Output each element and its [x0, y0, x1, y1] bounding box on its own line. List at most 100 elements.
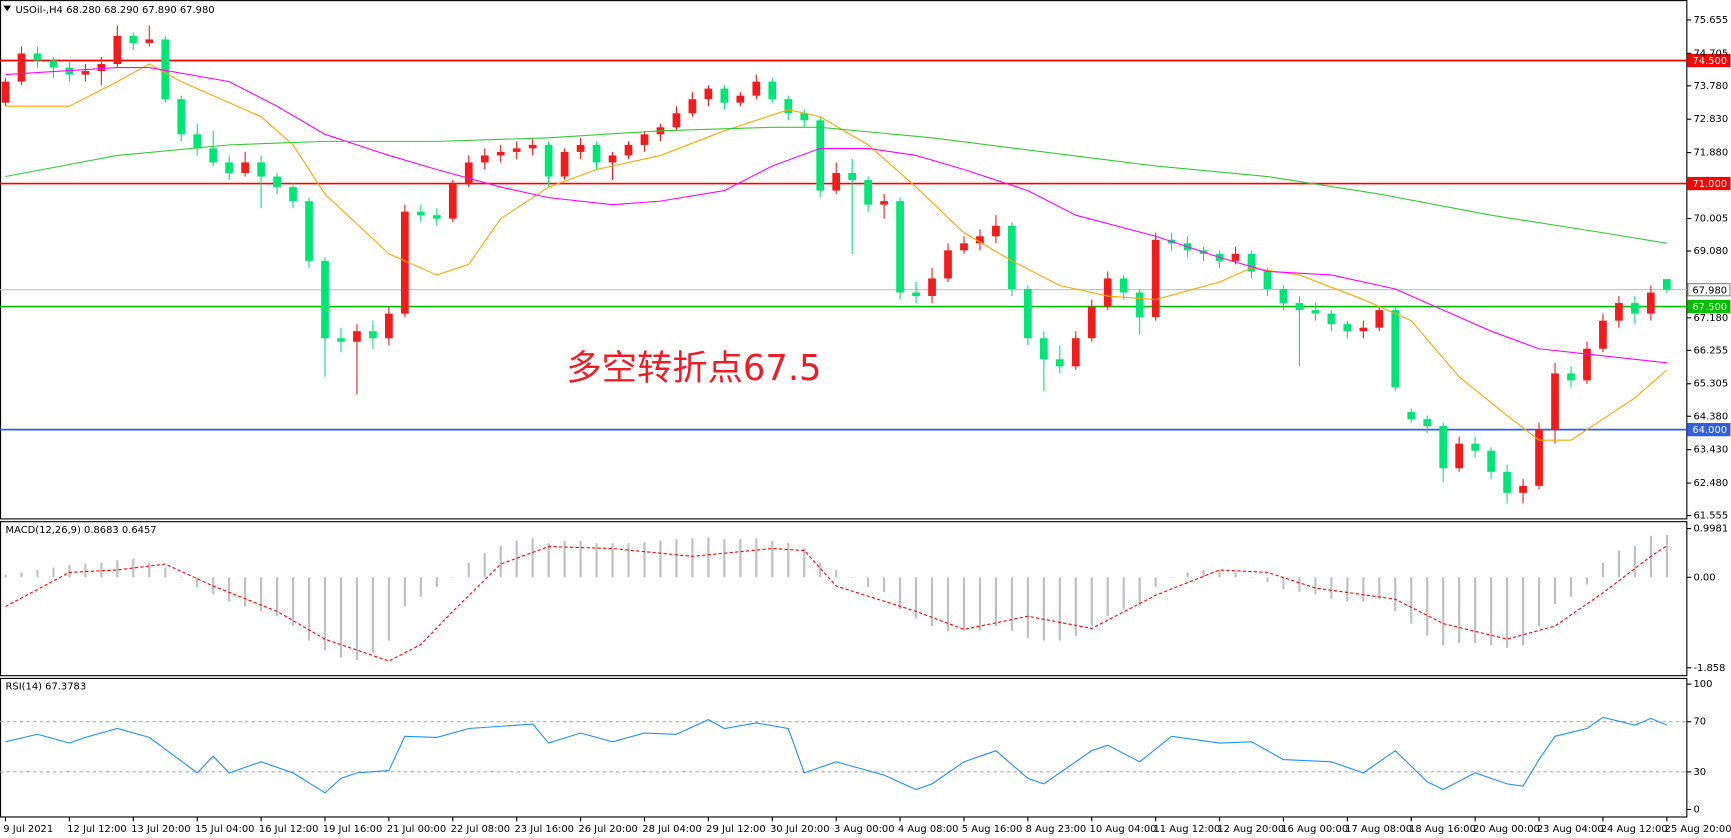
- macd-bar: [339, 577, 343, 658]
- x-tick-label: 3 Aug 00:00: [834, 824, 895, 835]
- annotation: 多空转折点67.5: [566, 348, 821, 389]
- candle-body: [401, 211, 409, 314]
- y-tick-label: 63.430: [1693, 445, 1728, 456]
- macd-bar: [260, 577, 263, 612]
- macd-bar: [1122, 577, 1125, 609]
- candle-body: [321, 260, 329, 339]
- candle-body: [145, 39, 154, 43]
- price-tag: [1687, 53, 1731, 68]
- y-tick-label: 64.380: [1693, 411, 1728, 422]
- candle-body: [880, 201, 888, 205]
- macd-bar: [371, 577, 375, 653]
- candle-body: [976, 236, 984, 244]
- candle-body: [1327, 313, 1336, 325]
- x-tick-label: 16 Jul 12:00: [259, 824, 319, 835]
- candle-body: [1407, 412, 1416, 420]
- candle-body: [944, 250, 952, 279]
- symbol-menu-arrow[interactable]: [3, 5, 12, 12]
- candle-body: [1343, 324, 1352, 332]
- candle-body: [736, 95, 745, 103]
- y-tick-label: 69.080: [1693, 246, 1728, 257]
- candle-body: [369, 331, 377, 339]
- macd-bar: [1042, 577, 1045, 641]
- price-tag: [1687, 299, 1731, 314]
- candle-body: [1295, 303, 1304, 311]
- rsi-line: [5, 716, 1668, 794]
- candle-body: [848, 173, 857, 181]
- macd-bar: [1521, 577, 1525, 646]
- candle-body: [608, 155, 617, 163]
- macd-bar: [244, 577, 247, 607]
- candle-body: [289, 187, 297, 202]
- y-tick-label: 0.00: [1693, 572, 1715, 583]
- macd-bar: [1074, 577, 1077, 636]
- candle-body: [17, 53, 26, 82]
- candle-body: [1151, 239, 1160, 318]
- candle-body: [800, 113, 809, 121]
- macd-bar: [1665, 534, 1668, 578]
- x-tick-label: 5 Aug 16:00: [962, 824, 1023, 835]
- macd-bar: [675, 539, 678, 578]
- price-tag-label: 74.500: [1692, 56, 1727, 67]
- candle-body: [1024, 289, 1032, 339]
- y-tick-label: 61.555: [1693, 511, 1728, 522]
- candle-body: [177, 99, 186, 135]
- macd-bar: [1378, 577, 1381, 600]
- macd-bar: [1553, 577, 1557, 605]
- candle-body: [896, 201, 904, 293]
- y-tick-label: 72.830: [1693, 114, 1728, 125]
- macd-bar: [1346, 577, 1349, 602]
- candle-body: [528, 144, 537, 149]
- candle-body: [560, 151, 569, 177]
- candle-body: [81, 71, 90, 75]
- candle-body: [784, 99, 793, 114]
- macd-bar: [164, 567, 167, 578]
- macd-bar: [1218, 569, 1221, 578]
- macd-bar: [1474, 577, 1477, 644]
- x-tick-label: 12 Aug 20:00: [1217, 824, 1284, 835]
- x-tick-label: 9 Jul 2021: [3, 824, 53, 835]
- x-tick-label: 19 Jul 16:00: [323, 824, 383, 835]
- candle-body: [1583, 348, 1591, 381]
- price-tag: [1687, 422, 1731, 437]
- macd-bar: [994, 577, 998, 626]
- candle-body: [432, 215, 441, 219]
- candle-body: [1615, 303, 1623, 321]
- price-tag: [1687, 283, 1731, 297]
- candle-body: [1423, 419, 1432, 427]
- candle-body: [1647, 292, 1655, 314]
- macd-bar: [1106, 577, 1109, 617]
- macd-bar: [1601, 562, 1605, 578]
- candle-body: [512, 148, 521, 152]
- macd-bar: [1202, 569, 1205, 578]
- x-tick-label: 23 Aug 04:00: [1537, 824, 1604, 835]
- macd-bar: [307, 577, 311, 641]
- macd-bar: [228, 577, 231, 602]
- candle-body: [1119, 278, 1128, 293]
- candle-body: [864, 180, 872, 205]
- y-tick-label: 73.780: [1693, 81, 1728, 92]
- macd-bar: [643, 542, 646, 578]
- candle-body: [225, 162, 234, 174]
- x-tick-label: 28 Jul 04:00: [642, 824, 702, 835]
- candle-body: [129, 35, 138, 43]
- candle-body: [768, 81, 777, 100]
- candle-body: [1599, 320, 1607, 349]
- candle-body: [33, 53, 42, 61]
- macd-bar: [739, 539, 742, 578]
- candle-body: [544, 144, 553, 177]
- symbol-title: USOil-,H4: [15, 5, 62, 16]
- x-tick-label: 20 Aug 00:00: [1473, 824, 1540, 835]
- candle-body: [1551, 373, 1559, 430]
- macd-bar: [20, 572, 23, 578]
- macd-bar: [116, 560, 119, 578]
- candle-body: [624, 144, 633, 156]
- candle-body: [1263, 271, 1272, 290]
- candle-body: [1279, 289, 1288, 304]
- macd-bar: [36, 569, 39, 578]
- macd-panel-frame: [0, 521, 1688, 677]
- candle-body: [1439, 426, 1448, 469]
- macd-bar: [1442, 577, 1445, 646]
